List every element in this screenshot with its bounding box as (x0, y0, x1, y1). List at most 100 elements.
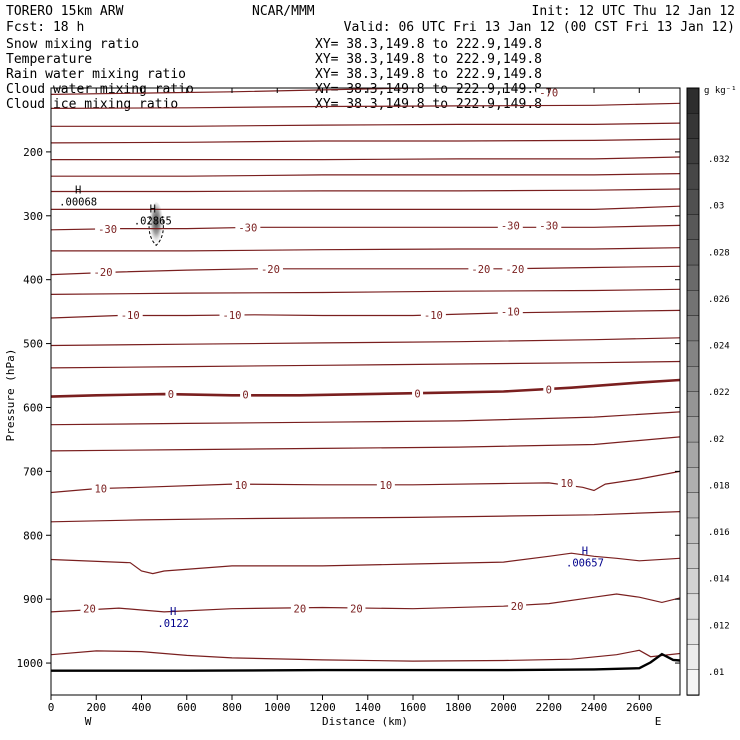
isotherm-label-bg (536, 219, 562, 231)
isotherm-line (51, 156, 680, 161)
valid-time: Valid: 06 UTC Fri 13 Jan 12 (00 CST Fri … (344, 20, 735, 35)
field-name: Cloud ice mixing ratio (6, 97, 178, 112)
colorbar-segment (686, 593, 700, 620)
isotherm-line (51, 288, 680, 295)
isotherm-label-bg (91, 482, 110, 494)
isotherm-line (51, 378, 680, 398)
isotherm-line (51, 593, 680, 613)
field-name: Cloud water mixing ratio (6, 82, 194, 97)
west-end-label: W (85, 715, 92, 728)
field-section-coords: XY= 38.3,149.8 to 222.9,149.8 (315, 52, 542, 67)
field-name: Snow mixing ratio (6, 37, 139, 52)
isotherm-label-bg (497, 219, 523, 231)
cloud-water-max-marker: H (170, 606, 176, 618)
colorbar-segment (686, 467, 700, 494)
isotherm-label: -20 (261, 264, 280, 276)
isotherm-label: -20 (505, 264, 524, 276)
x-tick-label: 2200 (536, 701, 563, 714)
isotherm-label: 10 (380, 480, 393, 492)
isotherm-label-bg (502, 262, 528, 274)
x-tick-label: 1600 (400, 701, 427, 714)
colorbar-segment (686, 568, 700, 595)
colorbar-tick-label: .018 (708, 481, 730, 491)
field-name: Temperature (6, 52, 92, 67)
x-tick-label: 1800 (445, 701, 472, 714)
colorbar-tick-label: .02 (708, 435, 724, 445)
x-axis-label: Distance (km) (322, 715, 408, 728)
x-tick-label: 1200 (309, 701, 336, 714)
colorbar-tick-label: .032 (708, 155, 730, 165)
colorbar-segment (686, 340, 700, 367)
isotherm-label: 0 (414, 388, 420, 400)
field-list: Snow mixing ratio XY= 38.3,149.8 to 222.9… (6, 37, 542, 112)
snow-max-value: .00068 (59, 196, 97, 208)
isotherm-label-bg (376, 478, 395, 490)
isotherm-label-bg (95, 223, 121, 235)
isotherm-line (51, 360, 680, 369)
colorbar-tick-label: .016 (708, 528, 730, 538)
colorbar-tick-label: .028 (708, 248, 730, 258)
init-time: Init: 12 UTC Thu 12 Jan 12 (532, 4, 736, 19)
east-end-label: E (655, 715, 662, 728)
colorbar-tick-label: .01 (708, 668, 724, 678)
isotherm-label: -30 (238, 222, 257, 234)
isotherm-label: 10 (561, 478, 574, 490)
x-tick-label: 2600 (626, 701, 653, 714)
field-section-coords: XY= 38.3,149.8 to 222.9,149.8 (315, 37, 542, 52)
isotherm-label-bg (290, 602, 309, 614)
colorbar-segment (686, 416, 700, 443)
isotherm-label: -20 (94, 267, 113, 279)
terrain-line (51, 652, 680, 672)
x-tick-label: 2000 (490, 701, 517, 714)
colorbar-segment (686, 391, 700, 418)
isotherm-label: 10 (235, 480, 248, 492)
isotherm-label: 20 (350, 604, 363, 616)
isotherm-label-bg (420, 308, 446, 320)
isotherm-label: 10 (94, 484, 107, 496)
colorbar-segment (686, 290, 700, 317)
isotherm-label: -10 (121, 310, 140, 322)
y-tick-label: 800 (23, 529, 43, 542)
isotherm-label: -30 (501, 220, 520, 232)
y-tick-label: 1000 (17, 657, 44, 670)
x-tick-label: 1400 (355, 701, 382, 714)
colorbar-segment (686, 239, 700, 266)
organization-label: NCAR/MMM (252, 4, 315, 19)
colorbar-segment (686, 188, 700, 216)
colorbar-segment (686, 138, 700, 165)
field-section-coords: XY= 38.3,149.8 to 222.9,149.8 (315, 97, 542, 112)
x-tick-label: 200 (86, 701, 106, 714)
y-tick-label: 500 (23, 338, 43, 351)
colorbar-segment (686, 214, 700, 241)
isotherm-label: -70 (539, 87, 558, 99)
cloud-water-max-value: .00657 (566, 557, 604, 569)
colorbar-segment (686, 87, 700, 114)
isotherm-line (51, 337, 680, 347)
colorbar-tick-label: .022 (708, 388, 730, 398)
isotherm-line (51, 205, 680, 210)
x-tick-label: 2400 (581, 701, 608, 714)
isotherm-line (51, 224, 680, 231)
isotherm-label-bg (347, 602, 366, 614)
colorbar-segment (686, 618, 700, 646)
x-tick-label: 400 (132, 701, 152, 714)
forecast-hour: Fcst: 18 h (6, 20, 84, 35)
cloud-ice-contour (148, 216, 164, 247)
x-tick-label: 600 (177, 701, 197, 714)
isotherm-label-bg (557, 476, 576, 488)
model-title: TORERO 15km ARW (6, 4, 124, 19)
colorbar-segment (686, 644, 700, 671)
isotherm-label-bg (80, 602, 99, 614)
isotherm-label-bg (257, 262, 283, 274)
isotherm-label-bg (508, 600, 527, 612)
colorbar-segment (686, 113, 700, 140)
isotherm-label-bg (468, 262, 494, 274)
y-tick-label: 200 (23, 146, 43, 159)
y-tick-label: 700 (23, 465, 43, 478)
colorbar: .032 .03 .028 .026 .024 .022 .02 .018 .016 .014 .0… (686, 87, 730, 696)
colorbar-tick-label: .03 (708, 202, 724, 212)
colorbar-tick-label: .014 (708, 575, 730, 585)
isotherm-line (51, 138, 680, 144)
isotherm-line (51, 436, 680, 452)
cloud-ice-shading (149, 202, 164, 246)
